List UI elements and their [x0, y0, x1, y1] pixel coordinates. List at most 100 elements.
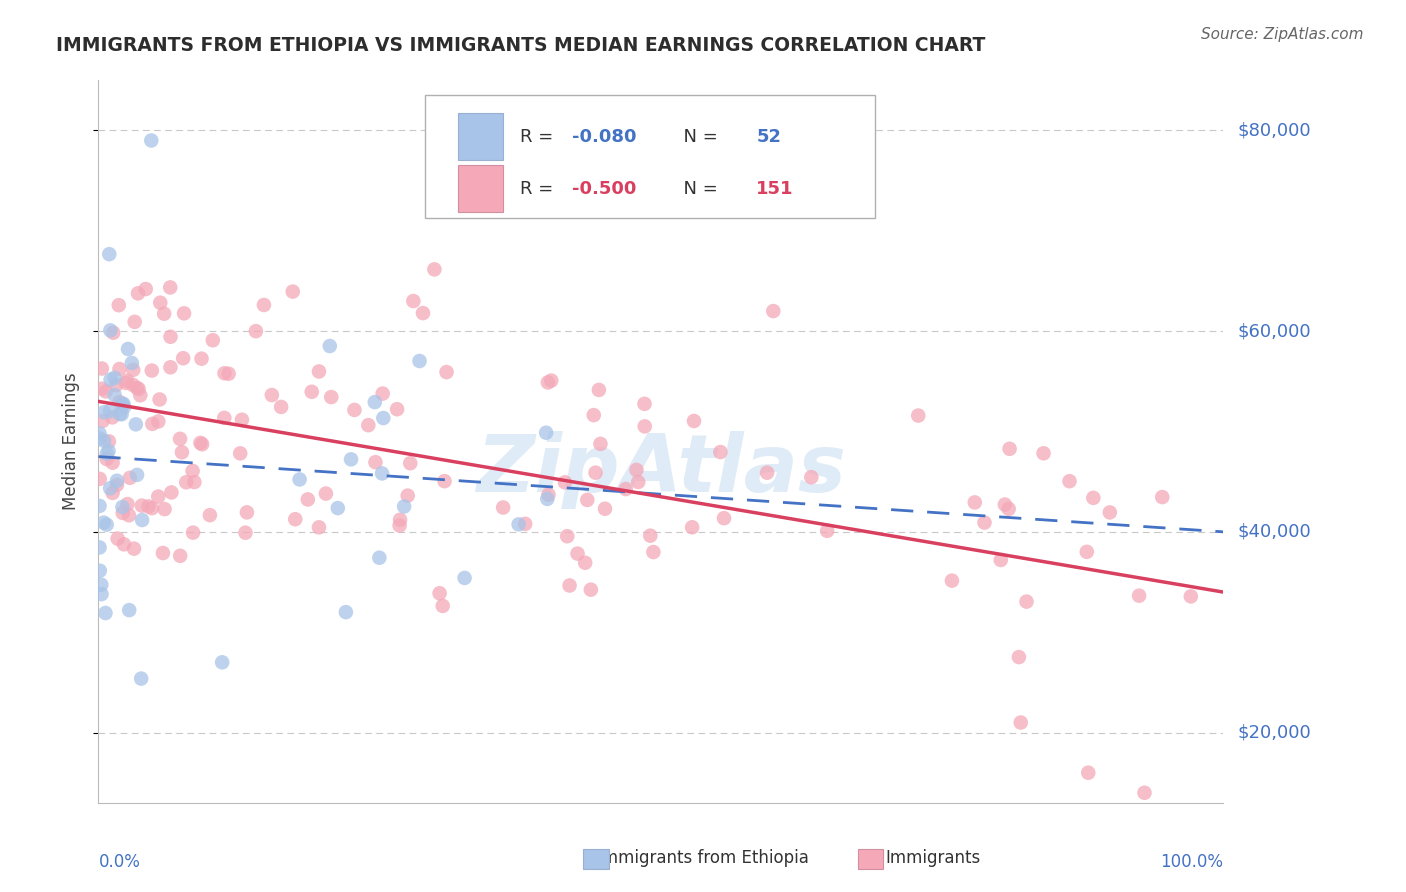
Point: [101, 486, 124, 500]
FancyBboxPatch shape: [458, 113, 503, 161]
Point: [1015, 594, 1038, 608]
Point: [756, 466, 779, 480]
Text: R =: R =: [520, 128, 560, 145]
Point: [214, 410, 236, 425]
Point: [508, 517, 530, 532]
Point: [122, 377, 145, 392]
Point: [536, 491, 558, 506]
Text: Immigrants from Ethiopia: Immigrants from Ethiopia: [598, 849, 808, 867]
Text: ZipAtlas: ZipAtlas: [475, 432, 846, 509]
Point: [260, 388, 283, 402]
Point: [762, 304, 785, 318]
Point: [558, 578, 581, 592]
Point: [111, 506, 134, 520]
Point: [392, 500, 415, 514]
Point: [138, 500, 160, 514]
Point: [127, 286, 149, 301]
Point: [160, 485, 183, 500]
Point: [89, 541, 111, 555]
Point: [408, 354, 430, 368]
Text: R =: R =: [520, 179, 560, 198]
Point: [402, 293, 425, 308]
Point: [173, 306, 195, 320]
Point: [321, 390, 343, 404]
Point: [159, 280, 181, 294]
Point: [453, 571, 475, 585]
Point: [515, 516, 537, 531]
Point: [683, 414, 706, 428]
Point: [121, 356, 143, 370]
Point: [963, 495, 986, 509]
Point: [643, 545, 665, 559]
Text: 52: 52: [756, 128, 782, 145]
Point: [1059, 474, 1081, 488]
Point: [1180, 590, 1202, 604]
Text: $40,000: $40,000: [1237, 523, 1310, 541]
Point: [111, 407, 134, 421]
Point: [89, 432, 111, 446]
Point: [815, 524, 838, 538]
Text: 151: 151: [756, 179, 794, 198]
Point: [183, 475, 205, 489]
Point: [713, 511, 735, 525]
Point: [371, 386, 394, 401]
Point: [149, 392, 172, 407]
Point: [89, 426, 111, 441]
Point: [101, 456, 124, 470]
Text: 0.0%: 0.0%: [98, 854, 141, 871]
Point: [1008, 650, 1031, 665]
Point: [1128, 589, 1150, 603]
Point: [436, 365, 458, 379]
Point: [537, 376, 560, 390]
Point: [634, 419, 657, 434]
Point: [340, 452, 363, 467]
Point: [90, 577, 112, 591]
Point: [172, 351, 194, 366]
Point: [89, 564, 111, 578]
Point: [96, 452, 118, 467]
Point: [96, 447, 118, 461]
Point: [412, 306, 434, 320]
Text: $60,000: $60,000: [1237, 322, 1310, 340]
Point: [301, 384, 323, 399]
Point: [555, 529, 578, 543]
Point: [385, 402, 408, 417]
Point: [125, 381, 148, 395]
Point: [153, 307, 176, 321]
Point: [399, 456, 422, 470]
Point: [396, 489, 419, 503]
Point: [284, 512, 307, 526]
Text: $80,000: $80,000: [1237, 121, 1310, 139]
Point: [593, 501, 616, 516]
Point: [131, 513, 153, 527]
Point: [96, 517, 118, 532]
Point: [389, 513, 412, 527]
Point: [633, 397, 655, 411]
Text: IMMIGRANTS FROM ETHIOPIA VS IMMIGRANTS MEDIAN EARNINGS CORRELATION CHART: IMMIGRANTS FROM ETHIOPIA VS IMMIGRANTS M…: [56, 36, 986, 54]
Point: [214, 366, 236, 380]
Point: [98, 247, 121, 261]
Point: [169, 549, 191, 563]
Point: [159, 330, 181, 344]
Point: [98, 404, 121, 418]
Point: [93, 405, 115, 419]
Point: [153, 502, 176, 516]
Point: [554, 475, 576, 490]
Point: [907, 409, 929, 423]
Point: [709, 445, 731, 459]
Point: [98, 323, 121, 337]
Point: [432, 599, 454, 613]
Point: [326, 501, 349, 516]
Point: [308, 520, 330, 534]
Point: [141, 133, 163, 147]
Point: [125, 467, 148, 482]
Point: [973, 516, 995, 530]
Point: [357, 418, 380, 433]
Point: [169, 432, 191, 446]
Point: [364, 455, 387, 469]
Point: [231, 413, 253, 427]
Point: [89, 472, 111, 486]
Point: [614, 482, 637, 496]
Point: [152, 546, 174, 560]
Point: [994, 498, 1017, 512]
